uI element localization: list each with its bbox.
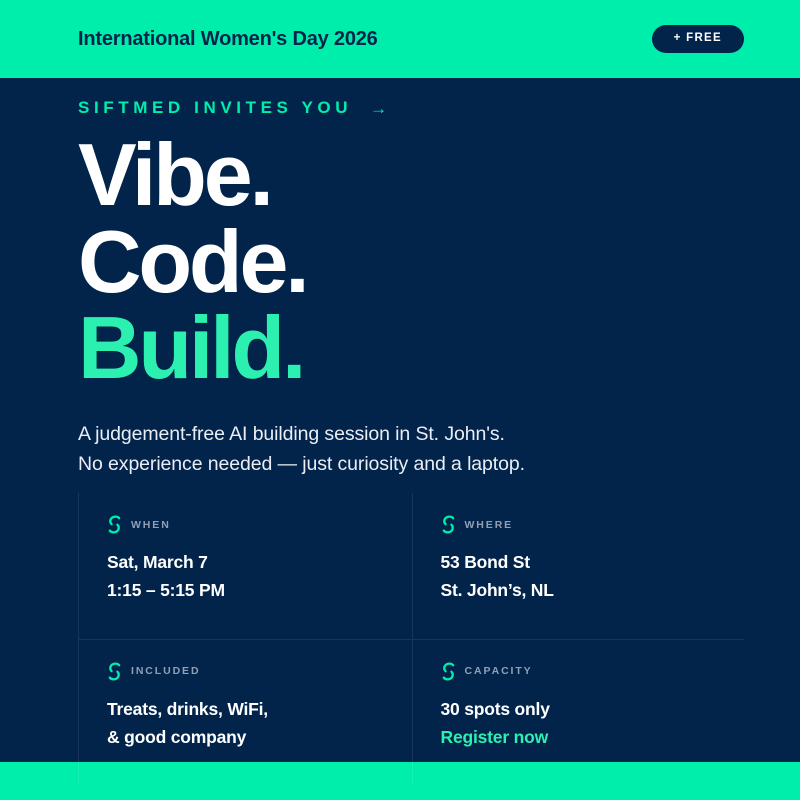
free-badge[interactable]: + FREE bbox=[651, 25, 744, 53]
detail-header: INCLUDED bbox=[107, 662, 412, 681]
detail-value-primary: Sat, March 7 bbox=[107, 552, 208, 572]
detail-label: CAPACITY bbox=[464, 665, 533, 678]
detail-value-secondary: St. John’s, NL bbox=[440, 580, 554, 601]
subheadline-line-1: A judgement-free AI building session in … bbox=[78, 423, 505, 446]
detail-cell-when: WHEN Sat, March 7 1:15 – 5:15 PM bbox=[79, 493, 412, 639]
event-series-title: International Women's Day 2026 bbox=[78, 27, 378, 50]
top-bar: International Women's Day 2026 + FREE bbox=[0, 0, 800, 78]
detail-header: CAPACITY bbox=[441, 662, 745, 681]
detail-value-primary: 30 spots only bbox=[440, 698, 550, 719]
detail-header: WHERE bbox=[441, 515, 745, 534]
siftmed-logo-icon bbox=[442, 662, 454, 681]
detail-label: WHERE bbox=[464, 518, 514, 531]
detail-value-primary: Treats, drinks, WiFi, bbox=[107, 698, 268, 719]
poster-body: SIFTMED INVITES YOU → Vibe. Code. Build.… bbox=[0, 78, 800, 786]
detail-value-secondary: & good company bbox=[107, 727, 247, 748]
headline-line-2: Code. bbox=[78, 211, 310, 311]
eyebrow-label: SIFTMED INVITES YOU bbox=[78, 98, 353, 117]
register-now-link[interactable]: Register now bbox=[440, 727, 549, 748]
headline: Vibe. Code. Build. bbox=[78, 125, 744, 398]
event-details-grid: WHEN Sat, March 7 1:15 – 5:15 PM WHERE 5… bbox=[78, 493, 745, 786]
detail-value-primary: 53 Bond St bbox=[440, 552, 531, 572]
detail-header: WHEN bbox=[107, 515, 412, 534]
siftmed-logo-icon bbox=[442, 515, 454, 534]
detail-label: WHEN bbox=[131, 518, 171, 531]
subheadline: A judgement-free AI building session in … bbox=[78, 420, 744, 479]
arrow-right-icon: → bbox=[370, 98, 388, 118]
detail-cell-where: WHERE 53 Bond St St. John’s, NL bbox=[411, 493, 745, 639]
siftmed-logo-icon bbox=[108, 662, 121, 681]
eyebrow: SIFTMED INVITES YOU → bbox=[78, 98, 744, 118]
bottom-bar bbox=[0, 762, 800, 800]
headline-line-1: Vibe. bbox=[78, 125, 274, 224]
siftmed-logo-icon bbox=[108, 515, 121, 534]
detail-value-secondary: 1:15 – 5:15 PM bbox=[107, 580, 225, 601]
subheadline-line-2: No experience needed — just curiosity an… bbox=[78, 452, 525, 475]
detail-label: INCLUDED bbox=[131, 665, 201, 678]
headline-line-3: Build. bbox=[78, 298, 306, 398]
detail-cell-included: INCLUDED Treats, drinks, WiFi, & good co… bbox=[79, 638, 412, 786]
detail-cell-capacity: CAPACITY 30 spots only Register now bbox=[411, 638, 745, 786]
